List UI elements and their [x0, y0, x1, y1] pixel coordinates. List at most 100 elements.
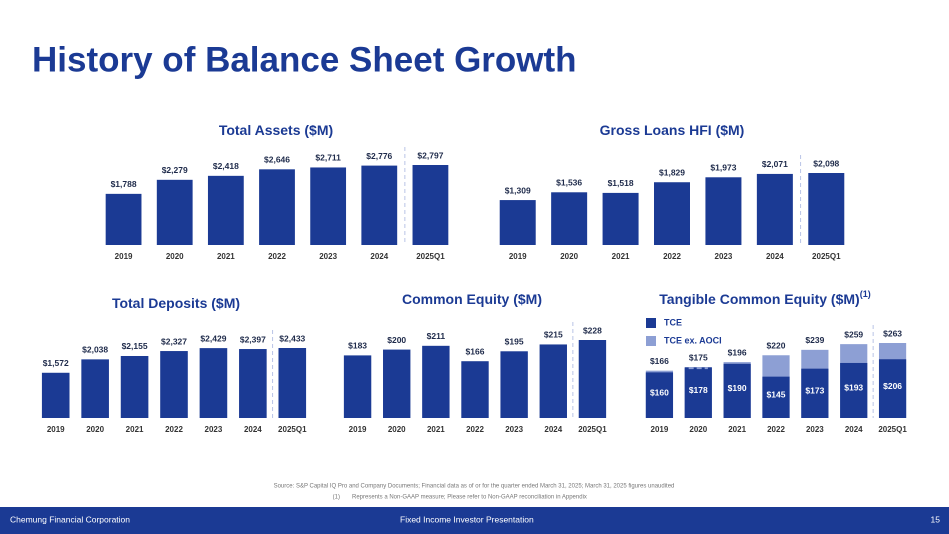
value-label: $2,098 — [813, 158, 839, 168]
value-label: $2,327 — [161, 336, 187, 346]
bar-dark — [878, 359, 907, 418]
value-label: $259 — [844, 329, 863, 339]
value-label: $166 — [650, 356, 669, 366]
x-tick-label: 2023 — [715, 252, 733, 261]
bar — [310, 167, 347, 245]
chart-title: Total Assets ($M) — [219, 122, 333, 138]
footnote-marker: (1) — [333, 495, 340, 501]
value-label: $2,397 — [240, 334, 266, 344]
value-label: $2,711 — [315, 153, 341, 163]
value-label: $2,776 — [366, 151, 392, 161]
bar-dark — [723, 363, 751, 418]
bar — [412, 165, 449, 245]
x-tick-label: 2021 — [427, 425, 445, 434]
bar — [422, 345, 450, 418]
chart-title: Common Equity ($M) — [402, 291, 542, 307]
bar — [461, 361, 489, 418]
x-tick-label: 2022 — [663, 252, 681, 261]
chart-title: Gross Loans HFI ($M) — [600, 122, 745, 138]
value-label-inner: $193 — [844, 383, 863, 393]
x-tick-label: 2025Q1 — [578, 425, 607, 434]
value-label: $2,433 — [279, 333, 305, 343]
x-tick-label: 2025Q1 — [278, 425, 307, 434]
bar — [756, 173, 793, 245]
value-label: $263 — [883, 328, 902, 338]
x-tick-label: 2021 — [612, 252, 630, 261]
x-tick-label: 2025Q1 — [878, 425, 907, 434]
x-tick-label: 2022 — [268, 252, 286, 261]
bar — [343, 355, 372, 418]
value-label: $166 — [466, 346, 485, 356]
value-label: $195 — [505, 337, 524, 347]
source: Source: S&P Capital IQ Pro and Company D… — [274, 484, 675, 490]
value-label: $211 — [427, 331, 446, 341]
x-tick-label: 2025Q1 — [416, 252, 445, 261]
bar — [239, 349, 267, 418]
page-number: 15 — [931, 514, 941, 524]
x-tick-label: 2021 — [728, 425, 746, 434]
x-tick-label: 2024 — [244, 425, 262, 434]
chart-title: Total Deposits ($M) — [112, 295, 240, 311]
value-label: $1,518 — [608, 178, 634, 188]
bar — [160, 351, 188, 418]
value-label: $1,829 — [659, 167, 685, 177]
footer-presentation: Fixed Income Investor Presentation — [400, 514, 534, 524]
x-tick-label: 2020 — [560, 252, 578, 261]
x-tick-label: 2019 — [115, 252, 133, 261]
chart-title: Tangible Common Equity ($M)(1) — [659, 289, 870, 306]
chart-title-text: Gross Loans HFI ($M) — [600, 122, 745, 138]
value-label: $215 — [544, 330, 563, 340]
bar — [278, 348, 307, 418]
value-label-inner: $173 — [805, 386, 824, 396]
bar — [808, 173, 845, 245]
value-label: $2,279 — [162, 165, 188, 175]
x-tick-label: 2022 — [466, 425, 484, 434]
x-tick-label: 2019 — [651, 425, 669, 434]
value-label: $175 — [689, 352, 708, 362]
value-label: $220 — [767, 341, 786, 351]
x-tick-label: 2020 — [388, 425, 406, 434]
x-tick-label: 2021 — [217, 252, 235, 261]
value-label: $183 — [348, 341, 367, 351]
slide-title: History of Balance Sheet Growth — [32, 40, 577, 79]
x-tick-label: 2019 — [349, 425, 367, 434]
value-label: $1,536 — [556, 178, 582, 188]
legend-label: TCE — [664, 317, 682, 327]
bar — [539, 344, 567, 418]
bar — [207, 175, 244, 245]
x-tick-label: 2020 — [86, 425, 104, 434]
bar — [602, 192, 639, 245]
value-label: $1,788 — [111, 179, 137, 189]
bar — [105, 193, 142, 245]
x-tick-label: 2024 — [370, 252, 388, 261]
chart-title-note: (1) — [860, 289, 871, 299]
chart-title-text: Tangible Common Equity ($M) — [659, 291, 859, 307]
value-label: $1,309 — [505, 185, 531, 195]
legend-key — [646, 336, 656, 346]
value-label: $1,572 — [43, 358, 69, 368]
x-tick-label: 2024 — [845, 425, 863, 434]
x-tick-label: 2019 — [47, 425, 65, 434]
bar — [383, 349, 411, 418]
value-label: $2,155 — [122, 341, 148, 351]
value-label: $239 — [805, 335, 824, 345]
bar — [578, 340, 607, 418]
bar-dark — [645, 372, 674, 418]
bar — [705, 177, 742, 245]
footnote: Represents a Non-GAAP measure; Please re… — [352, 495, 587, 501]
bar — [81, 359, 109, 418]
value-label: $228 — [583, 325, 602, 335]
x-tick-label: 2022 — [767, 425, 785, 434]
bar — [259, 169, 295, 245]
value-label-inner: $206 — [883, 381, 902, 391]
bar — [361, 165, 398, 245]
value-label: $1,973 — [710, 163, 736, 173]
legend-label: TCE ex. AOCI — [664, 335, 722, 345]
chart-title-text: Total Assets ($M) — [219, 122, 333, 138]
footer-bar — [0, 507, 949, 534]
chart-title-text: Common Equity ($M) — [402, 291, 542, 307]
value-label: $2,038 — [82, 345, 108, 355]
bar — [41, 372, 70, 418]
x-tick-label: 2023 — [319, 252, 337, 261]
